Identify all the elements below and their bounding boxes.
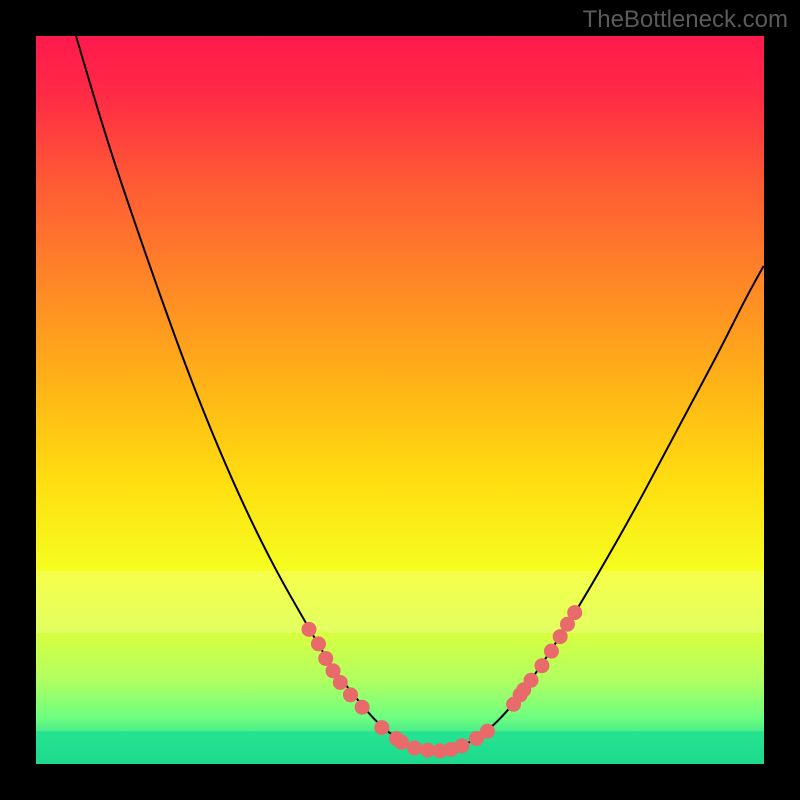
plot-background	[36, 36, 764, 764]
curve-marker	[553, 630, 567, 644]
curve-marker	[343, 688, 357, 702]
curve-marker	[524, 673, 538, 687]
curve-marker	[355, 700, 369, 714]
curve-marker	[394, 735, 408, 749]
curve-marker	[455, 739, 469, 753]
curve-marker	[544, 644, 558, 658]
curve-marker	[568, 606, 582, 620]
chart-svg	[0, 0, 800, 800]
curve-marker	[302, 622, 316, 636]
pale-yellow-band	[36, 571, 764, 633]
curve-marker	[408, 741, 422, 755]
curve-marker	[535, 659, 549, 673]
bottleneck-chart	[0, 0, 800, 800]
curve-marker	[421, 743, 435, 757]
curve-marker	[375, 721, 389, 735]
attribution-text: TheBottleneck.com	[583, 6, 788, 34]
curve-marker	[319, 651, 333, 665]
curve-marker	[333, 675, 347, 689]
curve-marker	[311, 637, 325, 651]
curve-marker	[480, 724, 494, 738]
